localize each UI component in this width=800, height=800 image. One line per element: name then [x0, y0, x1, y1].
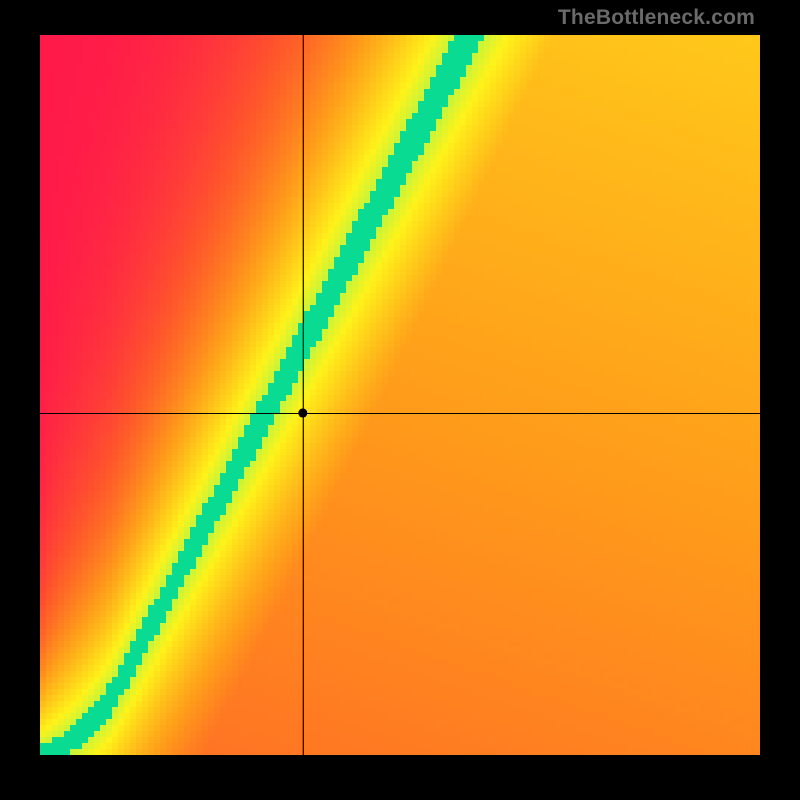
watermark-text: TheBottleneck.com: [558, 6, 755, 30]
bottleneck-heatmap: [40, 35, 760, 755]
chart-container: TheBottleneck.com: [0, 0, 800, 800]
